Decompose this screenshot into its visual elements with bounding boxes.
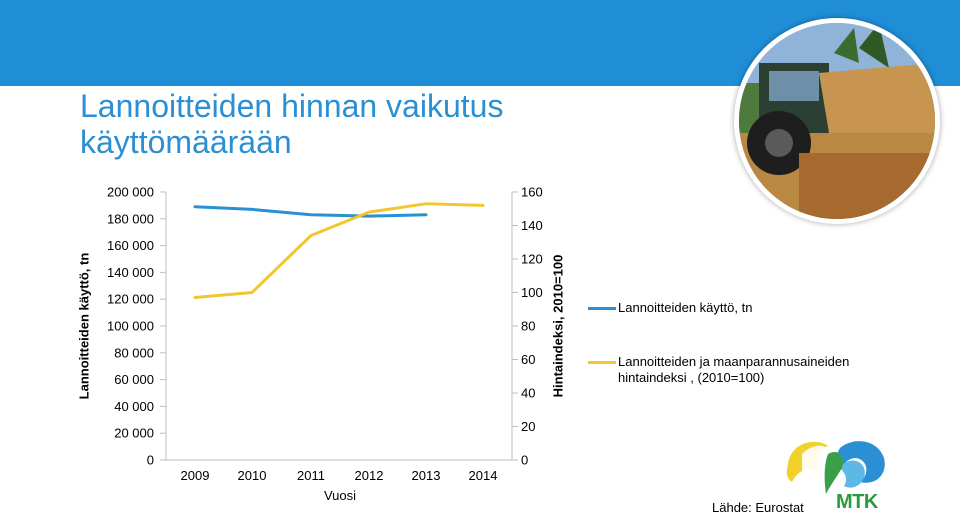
left-tick-label: 40 000 (114, 399, 154, 414)
x-axis-title: Vuosi (323, 488, 357, 503)
left-tick-label: 140 000 (107, 265, 154, 280)
legend-item-usage: Lannoitteiden käyttö, tn (588, 300, 858, 316)
left-axis-ticks: 0 20 000 40 000 60 000 80 000 100 000 120 000 1… (107, 185, 167, 468)
mtk-logo-mark (786, 441, 885, 494)
right-tick-label: 60 (521, 352, 535, 367)
left-tick-label: 20 000 (114, 426, 154, 441)
x-tick-label: 2010 (238, 468, 267, 483)
right-tick-label: 80 (521, 319, 535, 334)
right-tick-label: 20 (521, 419, 535, 434)
right-tick-label: 100 (521, 285, 543, 300)
x-tick-label: 2013 (412, 468, 441, 483)
legend-item-price-index: Lannoitteiden ja maanparannusaineiden hi… (588, 354, 858, 386)
left-tick-label: 80 000 (114, 345, 154, 360)
series-line-usage (193, 205, 428, 218)
right-tick-label: 160 (521, 185, 543, 200)
left-tick-label: 60 000 (114, 372, 154, 387)
left-tick-label: 200 000 (107, 185, 154, 200)
right-tick-label: 140 (521, 218, 543, 233)
page-title: Lannoitteiden hinnan vaikutus käyttömäär… (80, 88, 504, 160)
left-axis-title: Lannoitteiden käyttö, tn (76, 252, 92, 400)
left-tick-label: 100 000 (107, 319, 154, 334)
x-tick-label: 2009 (181, 468, 210, 483)
x-tick-label: 2014 (469, 468, 498, 483)
left-tick-label: 0 (147, 453, 154, 468)
right-axis-title: Hintaindeksi, 2010=100 (550, 254, 566, 398)
mtk-logo (784, 434, 894, 516)
right-tick-label: 40 (521, 386, 535, 401)
right-axis-ticks: 0 20 40 60 80 100 120 140 160 (511, 185, 543, 468)
x-axis-ticks: 2009 2010 2011 2012 2013 2014 (166, 459, 512, 483)
right-tick-label: 120 (521, 252, 543, 267)
legend: Lannoitteiden käyttö, tn Lannoitteiden j… (588, 300, 858, 386)
source-note: Lähde: Eurostat (712, 500, 804, 515)
tractor-photo (734, 18, 940, 224)
legend-swatch-usage (588, 307, 616, 310)
legend-swatch-price-index (588, 361, 616, 364)
legend-label-price-index: Lannoitteiden ja maanparannusaineiden hi… (618, 354, 850, 385)
left-tick-label: 180 000 (107, 211, 154, 226)
left-tick-label: 120 000 (107, 292, 154, 307)
x-tick-label: 2012 (355, 468, 384, 483)
series-line-price-index (193, 202, 485, 299)
x-tick-label: 2011 (297, 468, 325, 483)
series-lines (193, 202, 485, 299)
left-tick-label: 160 000 (107, 238, 154, 253)
right-tick-label: 0 (521, 453, 528, 468)
mtk-logo-text: MTK (836, 491, 878, 513)
legend-label-usage: Lannoitteiden käyttö, tn (618, 300, 753, 315)
